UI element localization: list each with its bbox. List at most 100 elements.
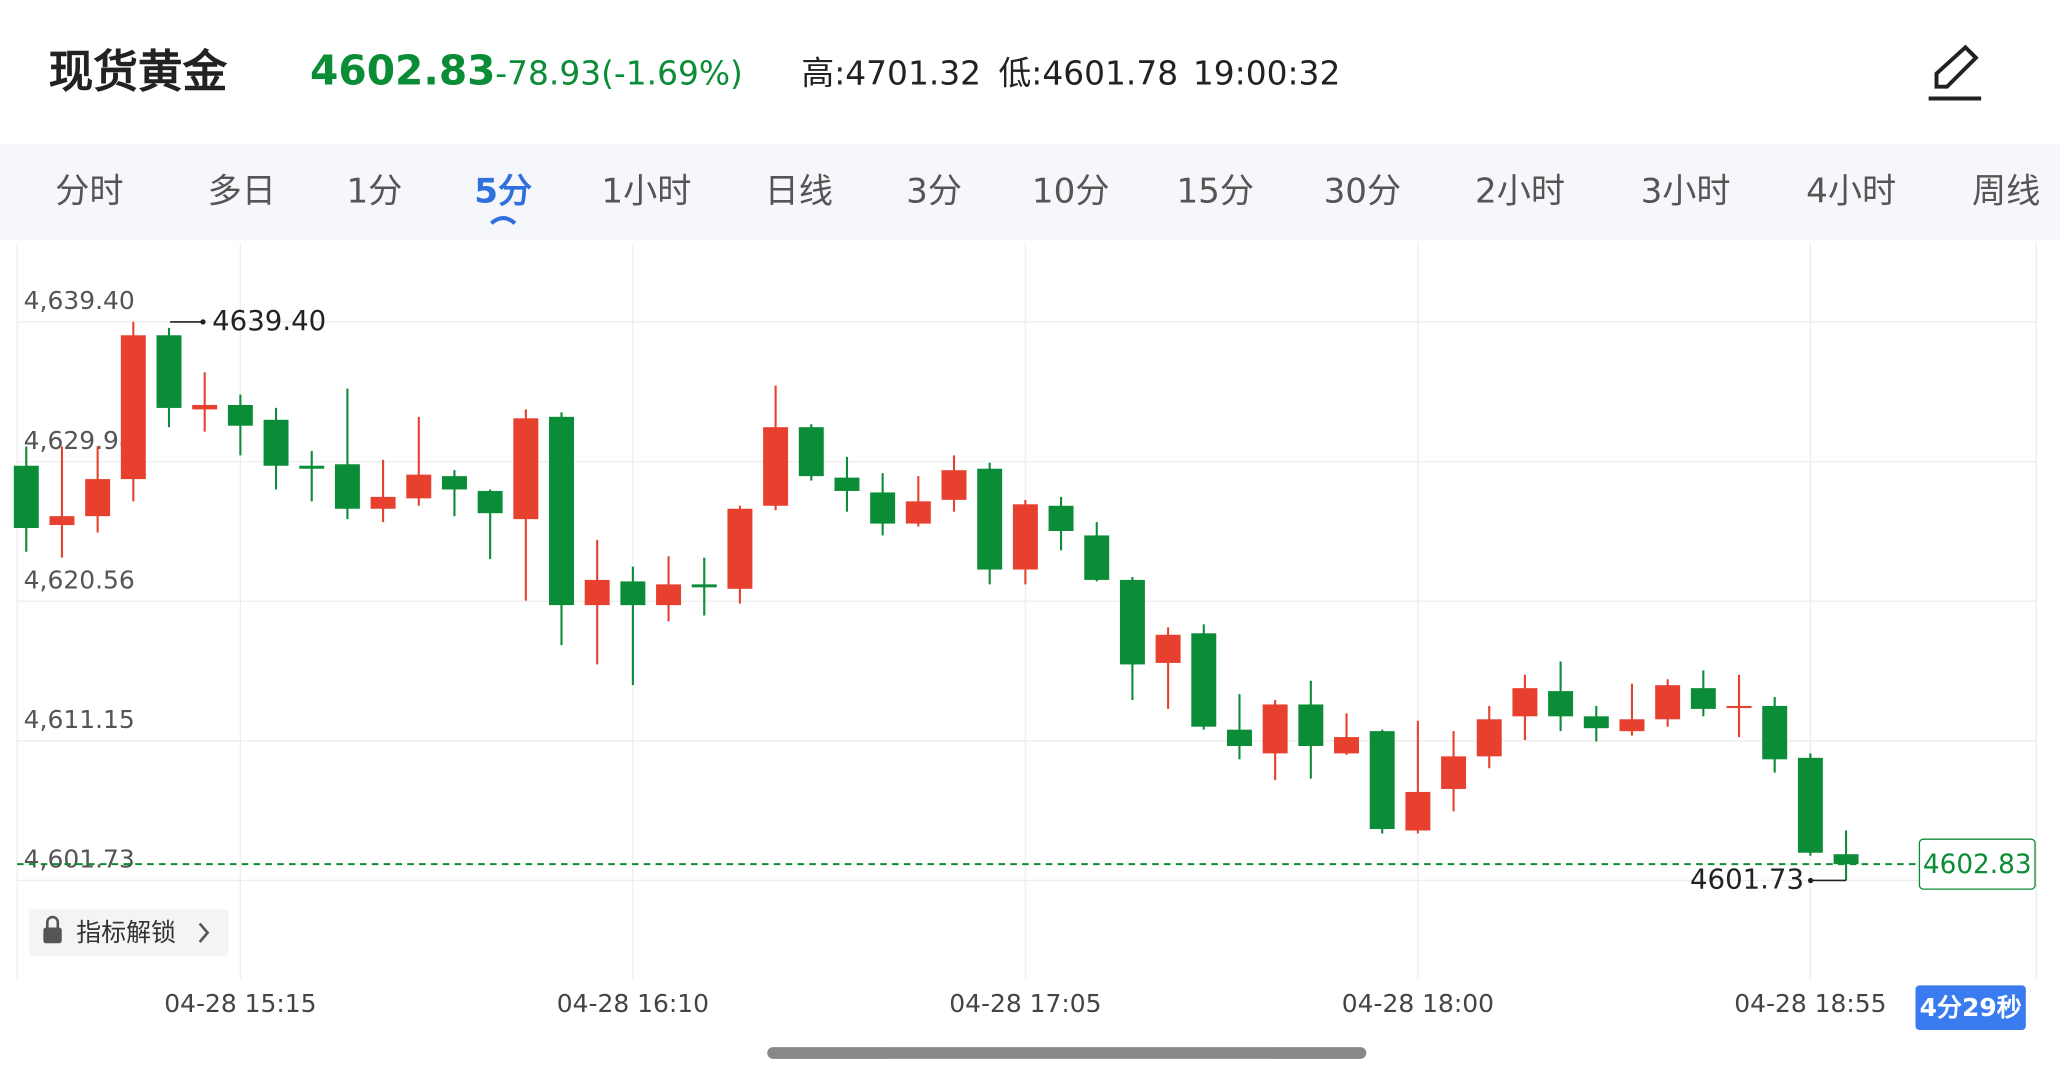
candle-body — [1369, 731, 1395, 830]
tab-indicator — [490, 216, 517, 225]
candle-body — [1619, 719, 1645, 732]
candle-body — [1762, 705, 1788, 760]
candle-body — [441, 476, 467, 490]
price: 4602.83 — [310, 47, 495, 95]
candle-body — [513, 418, 539, 520]
candle-body — [1512, 688, 1538, 717]
countdown: 4分29秒 — [1920, 993, 2022, 1022]
tab[interactable]: 30分 — [1324, 172, 1402, 212]
tab-bar — [0, 144, 2060, 241]
candle-body — [192, 404, 218, 410]
candle-body — [49, 516, 75, 526]
candle-body — [1084, 535, 1110, 580]
candle-body — [1048, 505, 1074, 531]
home-indicator — [767, 1047, 1367, 1059]
title: 现货黄金 — [49, 46, 228, 98]
max-label: 4639.40 — [212, 304, 326, 337]
tab[interactable]: 10分 — [1032, 172, 1110, 212]
tab[interactable]: 3分 — [906, 172, 962, 212]
high: 高:4701.32 — [801, 54, 981, 92]
candle-body — [620, 581, 646, 606]
candle-body — [120, 335, 146, 480]
candle-body — [334, 464, 360, 509]
candle-body — [870, 492, 896, 524]
max-dot — [200, 319, 206, 325]
candle-body — [85, 479, 111, 517]
candle-body — [227, 404, 253, 426]
candle-body — [1334, 737, 1359, 754]
tab[interactable]: 周线 — [1972, 172, 2040, 212]
last-price-box — [1918, 838, 2036, 890]
tab[interactable]: 1小时 — [601, 172, 691, 212]
candle-body — [1298, 704, 1324, 746]
candle-body — [1191, 633, 1217, 727]
tab[interactable]: 3小时 — [1641, 172, 1731, 212]
candle-body — [691, 584, 717, 588]
candle-body — [727, 508, 753, 589]
candle-body — [1441, 756, 1467, 789]
candle-body — [370, 496, 396, 509]
candle-body — [263, 419, 289, 466]
candle-body — [1655, 685, 1681, 720]
tab[interactable]: 1分 — [346, 172, 402, 212]
candle-body — [1155, 634, 1181, 663]
candle-body — [477, 490, 503, 514]
lock-icon — [43, 927, 62, 944]
x-tick-label: 04-28 15:15 — [164, 989, 316, 1018]
min-label: 4601.73 — [1690, 862, 1804, 895]
tab[interactable]: 2小时 — [1475, 172, 1565, 212]
candle-body — [1012, 504, 1038, 570]
candle-body — [549, 416, 574, 606]
x-tick-label: 04-28 18:00 — [1342, 989, 1494, 1018]
candle-body — [1226, 729, 1252, 746]
candle-body — [1548, 691, 1574, 717]
tab[interactable]: 15分 — [1176, 172, 1254, 212]
candle-body — [584, 579, 610, 606]
candle-body — [406, 474, 432, 499]
lock-shackle — [45, 915, 60, 928]
countdown-bg — [1915, 985, 2026, 1030]
y-tick-label: 4,611.15 — [24, 705, 135, 734]
candle-body — [1476, 719, 1502, 757]
x-tick-label: 04-28 18:55 — [1734, 989, 1886, 1018]
candle-body — [1262, 704, 1288, 754]
candle-body — [13, 465, 39, 529]
tabs: 分时 多日 1分 5分 1小时 日线 3分 10分 15分 30分 2小时 3小时 4小时 周线 — [55, 172, 2040, 225]
y-tick-label: 4,620.56 — [24, 566, 135, 595]
tab[interactable]: 4小时 — [1806, 172, 1896, 212]
tab[interactable]: 多日 — [208, 172, 276, 212]
candle-body — [656, 584, 682, 606]
tab[interactable]: 日线 — [765, 172, 833, 212]
y-tick-label: 4,639.40 — [24, 286, 135, 315]
candle-body — [299, 465, 325, 469]
candle-body — [834, 477, 860, 491]
tab[interactable]: 5分 — [474, 172, 532, 212]
candle-body — [977, 468, 1003, 570]
y-tick-label: 4,629.98 — [24, 426, 135, 455]
candle-body — [1797, 757, 1823, 853]
candle-body — [1119, 579, 1145, 665]
min-dot — [1807, 877, 1814, 884]
indicator-button[interactable]: 指标解锁 — [76, 918, 176, 947]
candle-body — [1690, 688, 1716, 709]
tab[interactable]: 分时 — [55, 172, 123, 212]
x-tick-label: 04-28 17:05 — [949, 989, 1101, 1018]
last-price-label: 4602.83 — [1923, 850, 2032, 880]
candle-body — [798, 427, 824, 477]
candle-body — [1405, 791, 1431, 831]
candle-body — [1726, 705, 1752, 709]
candle-body — [763, 427, 789, 506]
x-tick-label: 04-28 16:10 — [557, 989, 709, 1018]
candle-body — [1583, 716, 1609, 729]
time: 19:00:32 — [1193, 54, 1340, 92]
candle-body — [941, 470, 967, 500]
chevron — [198, 922, 210, 943]
indicator-button-bg[interactable] — [28, 909, 229, 957]
candle-body — [156, 335, 182, 408]
chart: 04-28 15:15 04-28 16:10 04-28 17:05 04-28 1… — [13, 243, 2038, 1018]
low: 低:4601.78 — [998, 54, 1178, 92]
candle-body — [905, 501, 931, 524]
edit-icon[interactable] — [1928, 44, 1982, 101]
